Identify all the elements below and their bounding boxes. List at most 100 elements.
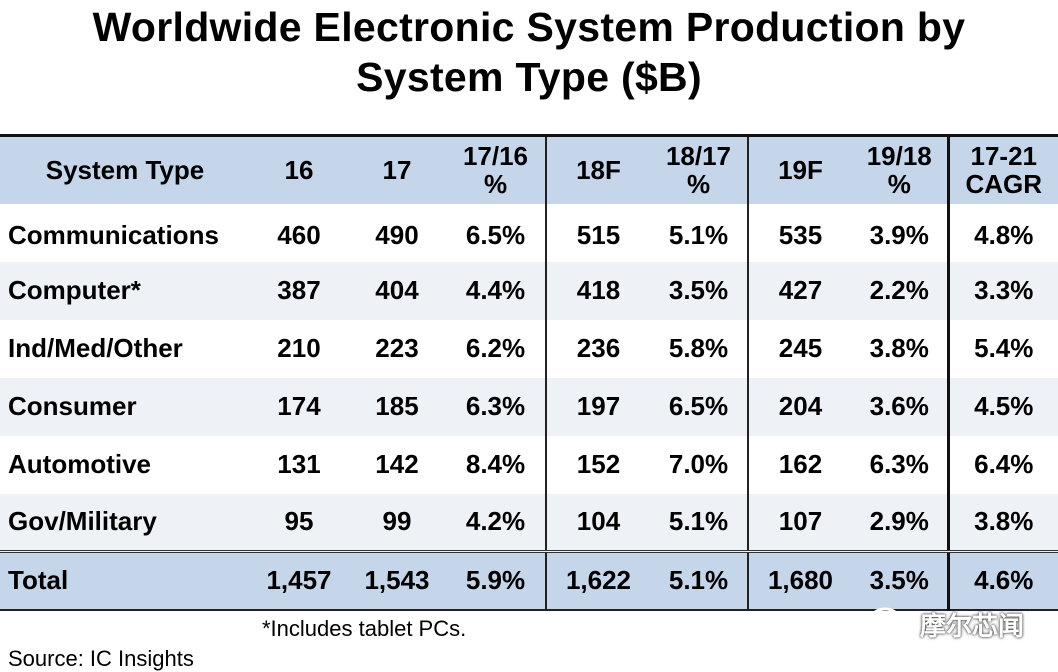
data-table: System Type 16 17 17/16% 18F 18/17% 19F 19/18% 1… [0, 134, 1058, 612]
row-label: Computer* [0, 261, 250, 320]
column-header-line: 18F [576, 155, 621, 186]
table-row: Gov/Military 95 99 4.2% 104 5.1% 107 2.9% 3.8% [0, 493, 1058, 552]
table-cell: 2.2% [852, 261, 948, 320]
table-cell: 3.9% [869, 220, 929, 250]
table-cell: 6.4% [946, 435, 1058, 494]
watermark-text: 摩尔芯闻 [920, 610, 1025, 641]
production-table: System Type 16 17 17/16% 18F 18/17% 19F 19/18% 1… [0, 134, 1058, 611]
table-cell: 185 [348, 377, 446, 436]
table-cell: 3.3% [946, 261, 1058, 320]
column-header: 17 [348, 134, 446, 204]
table-row: Communications 460 490 6.5% 515 5.1% 535 3.9% 4.… [0, 203, 1058, 262]
table-cell: 490 [375, 220, 419, 250]
table-cell: 7.0% [668, 449, 729, 479]
watermark: 摩尔芯闻 [868, 604, 1058, 644]
column-header-line: % [686, 169, 711, 200]
table-cell: 99 [348, 493, 446, 552]
table-cell: 95 [250, 493, 348, 552]
table-cell: 515 [545, 203, 650, 262]
table-cell: 3.8% [946, 493, 1058, 552]
table-cell: 3.6% [852, 377, 948, 436]
table-cell: 6.5% [465, 220, 526, 250]
table-cell: 5.4% [946, 319, 1058, 378]
table-cell: 131 [277, 449, 321, 479]
column-header: 17/16% [446, 134, 546, 204]
table-row: Ind/Med/Other 210 223 6.2% 236 5.8% 245 3.8% 5.4… [0, 319, 1058, 378]
title-line-2: System Type ($B) [356, 54, 702, 100]
column-header-line: 17 [382, 155, 412, 186]
table-cell: 418 [545, 261, 650, 320]
table-cell: 5.1% [650, 550, 748, 611]
column-header: 18/17% [650, 134, 748, 204]
column-header: 16 [250, 134, 348, 204]
title-line-1: Worldwide Electronic System Production b… [92, 4, 966, 50]
table-cell: 5.8% [668, 333, 729, 363]
table-cell: 5.9% [446, 550, 546, 611]
table-cell: 387 [250, 261, 348, 320]
row-label: Ind/Med/Other [8, 333, 183, 363]
table-cell: 1,622 [545, 550, 650, 611]
table-cell: 204 [747, 377, 852, 436]
table-row: Automotive 131 142 8.4% 152 7.0% 162 6.3% 6.4% [0, 435, 1058, 494]
table-cell: 4.5% [946, 377, 1058, 436]
footnote: *Includes tablet PCs. [262, 616, 467, 641]
table-cell: 4.2% [446, 493, 546, 552]
column-header-line: System Type [45, 155, 205, 186]
row-label: Gov/Military [0, 493, 250, 552]
table-row: Computer* 387 404 4.4% 418 3.5% 427 2.2% 3.3% [0, 261, 1058, 320]
table-cell: 8.4% [465, 449, 526, 479]
table-cell: 3.5% [650, 261, 748, 320]
table-cell: 1,457 [250, 550, 348, 611]
source-note: Source: IC Insights [8, 646, 194, 671]
table-cell: 5.1% [668, 220, 729, 250]
table-cell: 460 [277, 220, 321, 250]
table-cell: 142 [375, 449, 419, 479]
row-label: Automotive [8, 449, 151, 479]
table-cell: 6.2% [465, 333, 526, 363]
table-cell: 6.3% [446, 377, 546, 436]
table-cell: 5.1% [650, 493, 748, 552]
table-cell: 3.8% [869, 333, 929, 363]
table-cell: 223 [375, 333, 419, 363]
table-cell: 245 [747, 319, 852, 378]
table-cell: 104 [545, 493, 650, 552]
table-cell: 107 [747, 493, 852, 552]
row-label: Communications [8, 220, 219, 250]
table-cell: 6.5% [650, 377, 748, 436]
column-header-line: 19/18 [866, 141, 932, 172]
table-cell: 4.6% [946, 550, 1058, 611]
table-cell: 1,680 [747, 550, 852, 611]
table-body: Communications 460 490 6.5% 515 5.1% 535 3.9% 4.… [0, 203, 1058, 611]
table-cell: 152 [545, 435, 650, 494]
column-header-line: 16 [284, 155, 314, 186]
column-header-line: 17-21 [970, 141, 1038, 172]
row-label: Total [0, 550, 250, 611]
column-header-line: 19F [778, 155, 823, 186]
table-cell: 535 [747, 203, 852, 262]
table-cell: 427 [747, 261, 852, 320]
table-cell: 2.9% [852, 493, 948, 552]
header-row: System Type 16 17 17/16% 18F 18/17% 19F 19/18% 1… [0, 134, 1058, 204]
total-row: Total 1,457 1,543 5.9% 1,622 5.1% 1,680 3.5% 4.6… [0, 550, 1058, 611]
table-cell: 1,543 [348, 550, 446, 611]
row-label: Consumer [0, 377, 250, 436]
column-header-line: % [887, 169, 911, 200]
table-row: Consumer 174 185 6.3% 197 6.5% 204 3.6% 4.5% [0, 377, 1058, 436]
table-cell: 197 [545, 377, 650, 436]
column-header: 18F [545, 134, 650, 204]
column-header-line: 18/17 [665, 141, 732, 172]
table-cell: 4.8% [946, 203, 1058, 262]
column-header: 19F [747, 134, 852, 204]
table-cell: 4.4% [446, 261, 546, 320]
column-header: 17-21 CAGR [946, 134, 1058, 204]
table-cell: 210 [277, 333, 321, 363]
table-cell: 174 [250, 377, 348, 436]
column-header-line: CAGR [965, 169, 1043, 200]
column-header: System Type [0, 134, 250, 204]
wechat-icon [868, 607, 911, 640]
column-header: 19/18% [852, 134, 948, 204]
chart-title: Worldwide Electronic System Production b… [0, 2, 1058, 102]
table-cell: 404 [348, 261, 446, 320]
table-cell: 162 [747, 435, 852, 494]
column-header-line: 17/16 [462, 141, 529, 172]
